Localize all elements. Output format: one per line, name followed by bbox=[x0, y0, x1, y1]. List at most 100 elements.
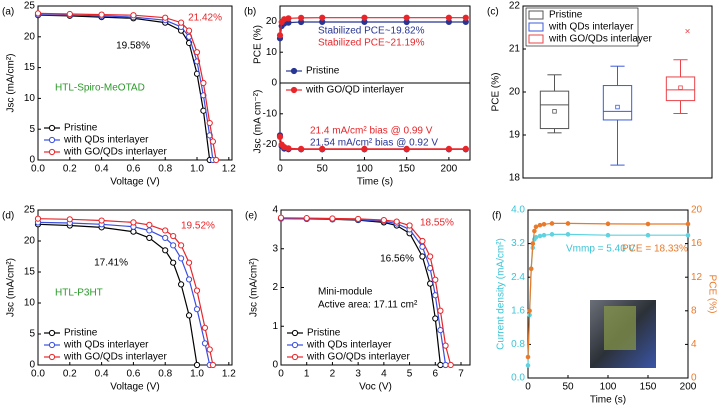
x-tick-label: 50 bbox=[562, 382, 574, 393]
x-tick-label: 0.2 bbox=[63, 369, 77, 380]
data-point bbox=[162, 247, 169, 254]
annotation: 21.4 mA/cm² bias @ 0.99 V bbox=[310, 126, 433, 137]
series-line bbox=[280, 217, 447, 366]
annotation: 16.56% bbox=[380, 254, 414, 265]
data-point bbox=[393, 218, 400, 225]
data-point bbox=[146, 221, 153, 228]
y-tick-label: 1 bbox=[272, 321, 278, 332]
x-axis-label: Voc (V) bbox=[359, 382, 392, 393]
data-point bbox=[445, 14, 452, 21]
data-point bbox=[442, 361, 449, 369]
data-point bbox=[432, 315, 439, 322]
legend-swatch bbox=[48, 329, 56, 337]
data-point bbox=[437, 361, 444, 369]
y-tick-label: 20 bbox=[266, 16, 278, 27]
legend-swatch bbox=[48, 124, 56, 132]
data-point bbox=[303, 215, 310, 222]
legend-swatch bbox=[48, 341, 56, 349]
annotation: 19.52% bbox=[181, 221, 215, 232]
data-point bbox=[565, 232, 571, 237]
y-tick-label: 1.6 bbox=[511, 305, 525, 316]
data-point bbox=[380, 216, 387, 224]
legend-swatch bbox=[48, 136, 56, 144]
data-point bbox=[298, 145, 305, 153]
x-tick-label: 50 bbox=[317, 164, 329, 175]
data-point bbox=[66, 216, 73, 223]
legend-swatch bbox=[290, 86, 298, 94]
legend-swatch bbox=[528, 34, 544, 44]
box-mean bbox=[678, 85, 683, 90]
x-tick-label: 100 bbox=[600, 382, 617, 393]
panel-label: (e) bbox=[245, 211, 257, 222]
x-tick-label: 0.8 bbox=[158, 164, 172, 175]
data-point bbox=[193, 306, 201, 313]
legend-swatch bbox=[528, 10, 544, 20]
data-point bbox=[130, 12, 137, 19]
annotation: PCE = 18.33% bbox=[622, 244, 688, 255]
data-point bbox=[298, 14, 305, 21]
annotation: 18.55% bbox=[420, 218, 454, 229]
data-point bbox=[201, 324, 209, 331]
x-axis-label: Time (s) bbox=[357, 177, 393, 188]
x-tick-label: 100 bbox=[356, 164, 373, 175]
data-point bbox=[201, 340, 209, 347]
panel-label: (b) bbox=[244, 7, 256, 18]
legend-label: with GO/QDs interlayer bbox=[63, 147, 167, 158]
data-point bbox=[193, 49, 201, 56]
data-point bbox=[66, 10, 73, 18]
data-point bbox=[445, 145, 452, 153]
data-point bbox=[685, 232, 691, 238]
y-tick-label: 20 bbox=[24, 236, 36, 247]
data-point bbox=[537, 233, 543, 239]
x-tick-label: 0.0 bbox=[31, 164, 45, 175]
box bbox=[539, 90, 570, 130]
data-point bbox=[528, 266, 534, 272]
data-point bbox=[541, 232, 547, 238]
data-point bbox=[447, 361, 454, 369]
x-tick-label: 1.0 bbox=[190, 369, 204, 380]
data-point bbox=[605, 232, 611, 238]
box bbox=[665, 76, 696, 102]
x-tick-label: 1 bbox=[304, 369, 310, 380]
legend-label: with GO/QDs interlayer bbox=[548, 34, 652, 45]
legend-label: Pristine bbox=[64, 123, 98, 134]
legend-frame bbox=[525, 7, 639, 47]
x-tick-label: 2 bbox=[330, 369, 336, 380]
panel-label: (d) bbox=[2, 211, 14, 222]
y2-tick-label: 12 bbox=[691, 272, 703, 283]
y-axis-label: Current density (mA/cm²) bbox=[496, 238, 507, 350]
data-point bbox=[525, 354, 531, 360]
data-point bbox=[162, 234, 169, 241]
data-point bbox=[98, 11, 105, 18]
x-tick-label: 0.4 bbox=[95, 369, 109, 380]
x-tick-label: 0.4 bbox=[95, 164, 109, 175]
data-point bbox=[462, 14, 469, 21]
data-point bbox=[427, 280, 434, 287]
data-point bbox=[442, 342, 449, 349]
data-point bbox=[319, 145, 326, 153]
data-point bbox=[361, 145, 368, 153]
data-point bbox=[276, 32, 284, 39]
annotation: Stabilized PCE~21.19% bbox=[318, 38, 425, 49]
data-point bbox=[419, 253, 426, 260]
data-point bbox=[565, 221, 571, 226]
data-point bbox=[178, 255, 185, 262]
y-tick-label: 22 bbox=[509, 1, 521, 12]
panel-label: (a) bbox=[2, 7, 14, 18]
annotation: 19.58% bbox=[116, 41, 150, 52]
legend-swatch bbox=[291, 341, 299, 349]
y-tick-label: 10 bbox=[24, 93, 36, 104]
annotation: Mini-module bbox=[318, 287, 373, 298]
data-point bbox=[525, 363, 531, 368]
y-tick-label: 0 bbox=[271, 78, 277, 89]
annotation: Active area: 17.11 cm² bbox=[318, 300, 418, 311]
legend-label: with GO/QDs interlayer bbox=[63, 352, 167, 363]
data-point bbox=[432, 276, 439, 283]
data-point bbox=[162, 14, 169, 21]
series-line bbox=[37, 221, 211, 366]
y2-tick-label: 4 bbox=[691, 339, 697, 350]
series-line bbox=[37, 223, 198, 366]
data-point bbox=[537, 222, 543, 228]
x-tick-label: 0 bbox=[277, 164, 283, 175]
y-tick-label: 2.4 bbox=[511, 272, 525, 283]
